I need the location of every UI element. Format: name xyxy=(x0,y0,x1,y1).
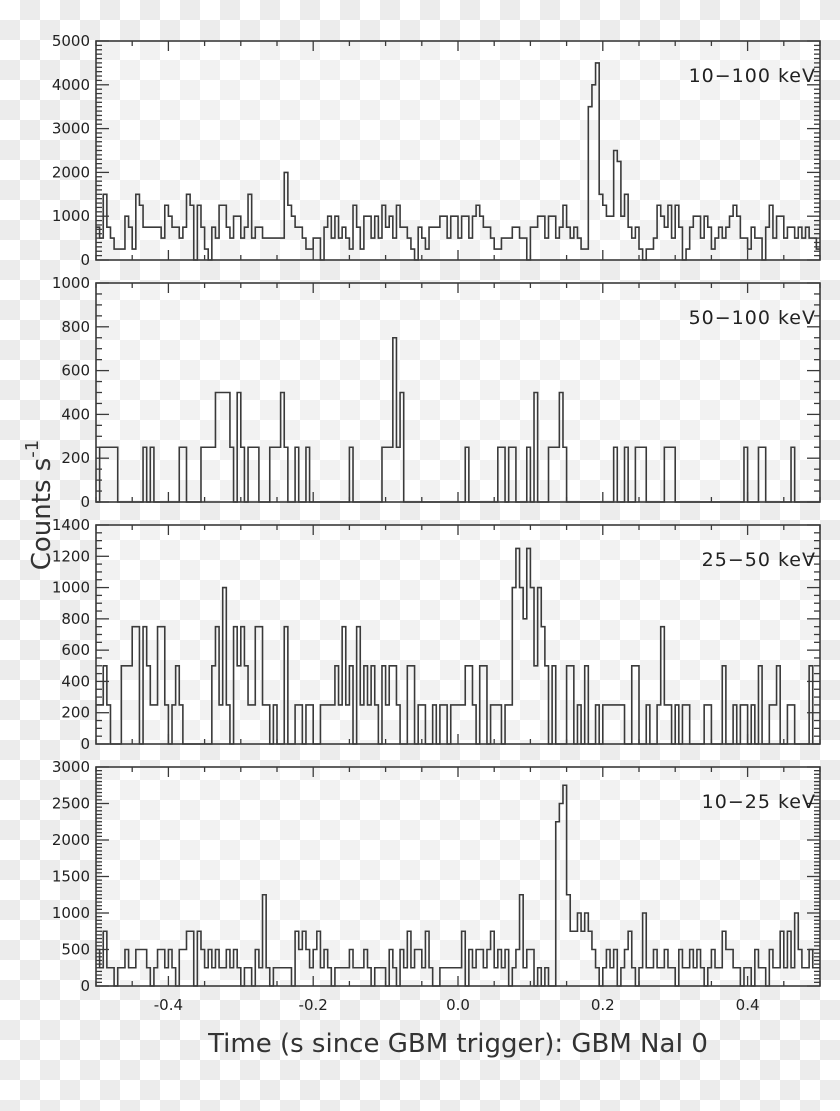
y-tick-label: 4000 xyxy=(52,76,90,94)
y-tick-label: 400 xyxy=(61,672,90,690)
y-tick-label: 2000 xyxy=(52,163,90,181)
y-tick-label: 1000 xyxy=(52,904,90,922)
energy-band-label: 10−100 keV xyxy=(689,65,816,87)
y-tick-label: 600 xyxy=(61,362,90,380)
panel-25-50-kev: 0 200 400 600 800 1000 1200 1400 25−50 keV xyxy=(52,516,821,753)
y-tick-label: 5000 xyxy=(52,32,90,50)
y-tick-label: 1400 xyxy=(52,516,90,534)
histogram-trace xyxy=(96,62,820,261)
y-tick-label: 200 xyxy=(61,704,90,722)
x-tick-label: -0.2 xyxy=(299,996,328,1014)
panel-10-100-kev: 0 1000 2000 3000 4000 5000 10−100 keV xyxy=(52,32,821,269)
y-tick-label: 0 xyxy=(80,977,90,995)
panel-50-100-kev: 0 200 400 600 800 1000 50−100 keV xyxy=(52,274,821,511)
energy-band-label: 25−50 keV xyxy=(702,549,816,571)
x-tick-label: -0.4 xyxy=(154,996,183,1014)
y-tick-label: 0 xyxy=(80,251,90,269)
y-axis-title: Counts s-1 xyxy=(22,440,57,571)
energy-band-label: 10−25 keV xyxy=(702,791,816,813)
y-tick-label: 800 xyxy=(61,610,90,628)
x-tick-label: 0.0 xyxy=(446,996,470,1014)
energy-band-label: 50−100 keV xyxy=(689,307,816,329)
histogram-trace xyxy=(96,784,820,987)
y-tick-label: 2500 xyxy=(52,795,90,813)
x-tick-label: 0.4 xyxy=(736,996,760,1014)
y-tick-label: 1000 xyxy=(52,207,90,225)
y-tick-label: 1200 xyxy=(52,547,90,565)
y-tick-label: 3000 xyxy=(52,120,90,138)
x-axis-title: Time (s since GBM trigger): GBM NaI 0 xyxy=(207,1029,708,1059)
x-tick-label: 0.2 xyxy=(591,996,615,1014)
y-tick-label: 500 xyxy=(61,941,90,959)
y-tick-label: 2000 xyxy=(52,831,90,849)
y-tick-label: 400 xyxy=(61,405,90,423)
y-tick-label: 0 xyxy=(80,493,90,511)
y-tick-label: 200 xyxy=(61,449,90,467)
y-tick-label: 3000 xyxy=(52,758,90,776)
y-tick-label: 1500 xyxy=(52,868,90,886)
y-tick-label: 0 xyxy=(80,735,90,753)
y-tick-label: 1000 xyxy=(52,274,90,292)
y-tick-label: 800 xyxy=(61,318,90,336)
panel-10-25-kev: 0 500 1000 1500 2000 2500 3000 -0.4 -0.2 0.0 0.2 0.… xyxy=(52,758,821,1014)
y-tick-label: 1000 xyxy=(52,579,90,597)
y-tick-label: 600 xyxy=(61,641,90,659)
